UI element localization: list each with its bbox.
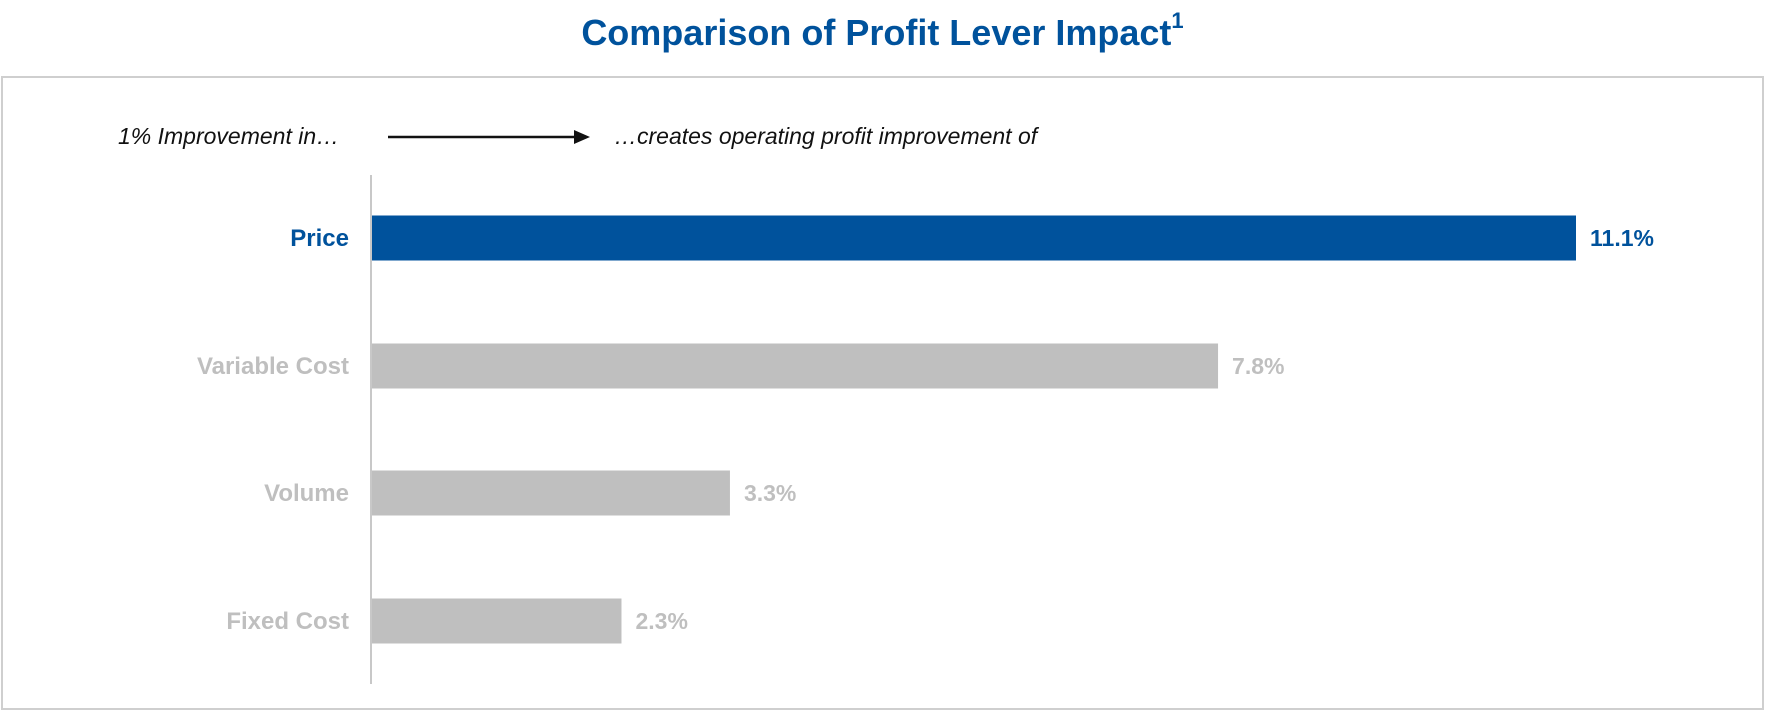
bar-variable-cost xyxy=(372,343,1219,389)
right-arrow-icon xyxy=(388,130,590,144)
category-label: Fixed Cost xyxy=(226,608,349,635)
impact-caption: …creates operating profit improvement of xyxy=(614,123,1038,149)
chart-title: Comparison of Profit Lever Impact1 xyxy=(0,8,1765,54)
chart-frame xyxy=(1,76,1764,710)
value-label: 11.1% xyxy=(1590,225,1654,251)
bar-price xyxy=(372,215,1576,261)
category-label: Price xyxy=(290,225,349,252)
chart-title-text: Comparison of Profit Lever Impact xyxy=(581,12,1172,53)
bar-fixed-cost xyxy=(372,598,622,644)
category-label: Volume xyxy=(264,480,349,507)
title-footnote-marker: 1 xyxy=(1171,8,1184,33)
category-label: Variable Cost xyxy=(197,353,349,380)
value-label: 3.3% xyxy=(744,480,796,506)
bar-volume xyxy=(372,470,730,516)
value-label: 7.8% xyxy=(1232,353,1284,379)
lever-caption: 1% Improvement in… xyxy=(118,123,340,149)
value-label: 2.3% xyxy=(635,608,687,634)
